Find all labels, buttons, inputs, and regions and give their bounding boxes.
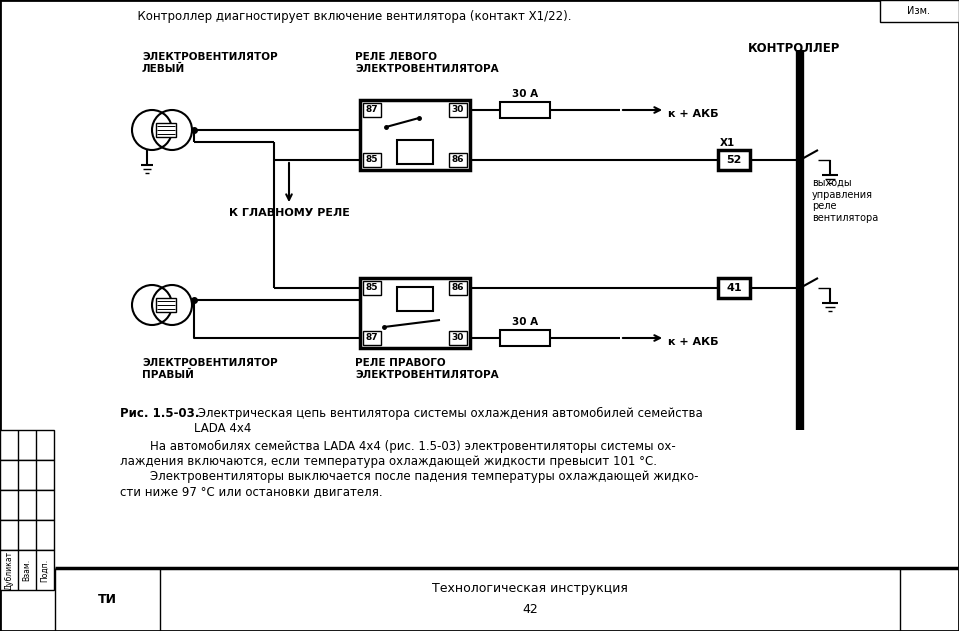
Text: 87: 87 — [365, 105, 378, 114]
Bar — [449, 281, 467, 295]
Bar — [880, 0, 959, 22]
Text: На автомобилях семейства LADA 4x4 (рис. 1.5-03) электровентиляторы системы ох-
л: На автомобилях семейства LADA 4x4 (рис. … — [120, 440, 676, 468]
Bar — [156, 123, 176, 137]
Text: 30: 30 — [452, 105, 464, 114]
Text: к + АКБ: к + АКБ — [668, 109, 718, 119]
Text: РЕЛЕ ПРАВОГО
ЭЛЕКТРОВЕНТИЛЯТОРА: РЕЛЕ ПРАВОГО ЭЛЕКТРОВЕНТИЛЯТОРА — [355, 358, 499, 380]
Bar — [718, 278, 750, 298]
Bar — [0, 490, 54, 520]
Bar — [449, 103, 467, 117]
Text: Дубликат: Дубликат — [5, 550, 13, 589]
Bar — [500, 102, 550, 118]
Text: ЭЛЕКТРОВЕНТИЛЯТОР
ПРАВЫЙ: ЭЛЕКТРОВЕНТИЛЯТОР ПРАВЫЙ — [142, 358, 277, 380]
Bar — [449, 153, 467, 167]
Bar — [363, 331, 381, 345]
Text: КОНТРОЛЛЕР: КОНТРОЛЛЕР — [748, 42, 840, 55]
Text: Изм.: Изм. — [907, 6, 930, 16]
Text: РЕЛЕ ЛЕВОГО
ЭЛЕКТРОВЕНТИЛЯТОРА: РЕЛЕ ЛЕВОГО ЭЛЕКТРОВЕНТИЛЯТОРА — [355, 52, 499, 74]
Bar — [449, 331, 467, 345]
Text: 30 А: 30 А — [512, 317, 538, 327]
Text: ЭЛЕКТРОВЕНТИЛЯТОР
ЛЕВЫЙ: ЭЛЕКТРОВЕНТИЛЯТОР ЛЕВЫЙ — [142, 52, 277, 74]
Text: Рис. 1.5-03.: Рис. 1.5-03. — [120, 407, 199, 420]
Bar — [360, 100, 470, 170]
Text: Электрическая цепь вентилятора системы охлаждения автомобилей семейства
LADA 4x4: Электрическая цепь вентилятора системы о… — [194, 407, 703, 435]
Text: Подп.: Подп. — [40, 558, 50, 582]
Bar — [718, 150, 750, 170]
Text: X1: X1 — [720, 138, 736, 148]
Text: К ГЛАВНОМУ РЕЛЕ: К ГЛАВНОМУ РЕЛЕ — [229, 208, 350, 218]
Bar — [363, 103, 381, 117]
Bar — [156, 298, 176, 312]
Bar — [363, 153, 381, 167]
Bar — [500, 330, 550, 346]
Bar — [397, 140, 433, 164]
Bar — [360, 278, 470, 348]
Text: 41: 41 — [726, 283, 742, 293]
Text: 87: 87 — [365, 334, 378, 343]
Text: Электровентиляторы выключается после падения температуры охлаждающей жидко-
сти : Электровентиляторы выключается после пад… — [120, 470, 698, 498]
Text: 85: 85 — [365, 283, 378, 293]
Text: 52: 52 — [726, 155, 741, 165]
Text: выходы
управления
реле
вентилятора: выходы управления реле вентилятора — [812, 178, 878, 223]
Text: 30: 30 — [452, 334, 464, 343]
Text: 30 А: 30 А — [512, 89, 538, 99]
Bar — [0, 520, 54, 550]
Text: Контроллер диагностирует включение вентилятора (контакт X1/22).: Контроллер диагностирует включение венти… — [115, 10, 572, 23]
Bar — [0, 550, 54, 590]
Text: 42: 42 — [522, 603, 538, 616]
Bar — [0, 430, 54, 460]
Text: ТИ: ТИ — [98, 593, 116, 606]
Text: Взам.: Взам. — [22, 559, 32, 581]
Text: 86: 86 — [452, 283, 464, 293]
Text: к + АКБ: к + АКБ — [668, 337, 718, 347]
Text: 85: 85 — [365, 155, 378, 165]
Bar — [397, 287, 433, 311]
Text: Технологическая инструкция: Технологическая инструкция — [433, 582, 628, 595]
Bar — [363, 281, 381, 295]
Text: 86: 86 — [452, 155, 464, 165]
Bar — [0, 460, 54, 490]
